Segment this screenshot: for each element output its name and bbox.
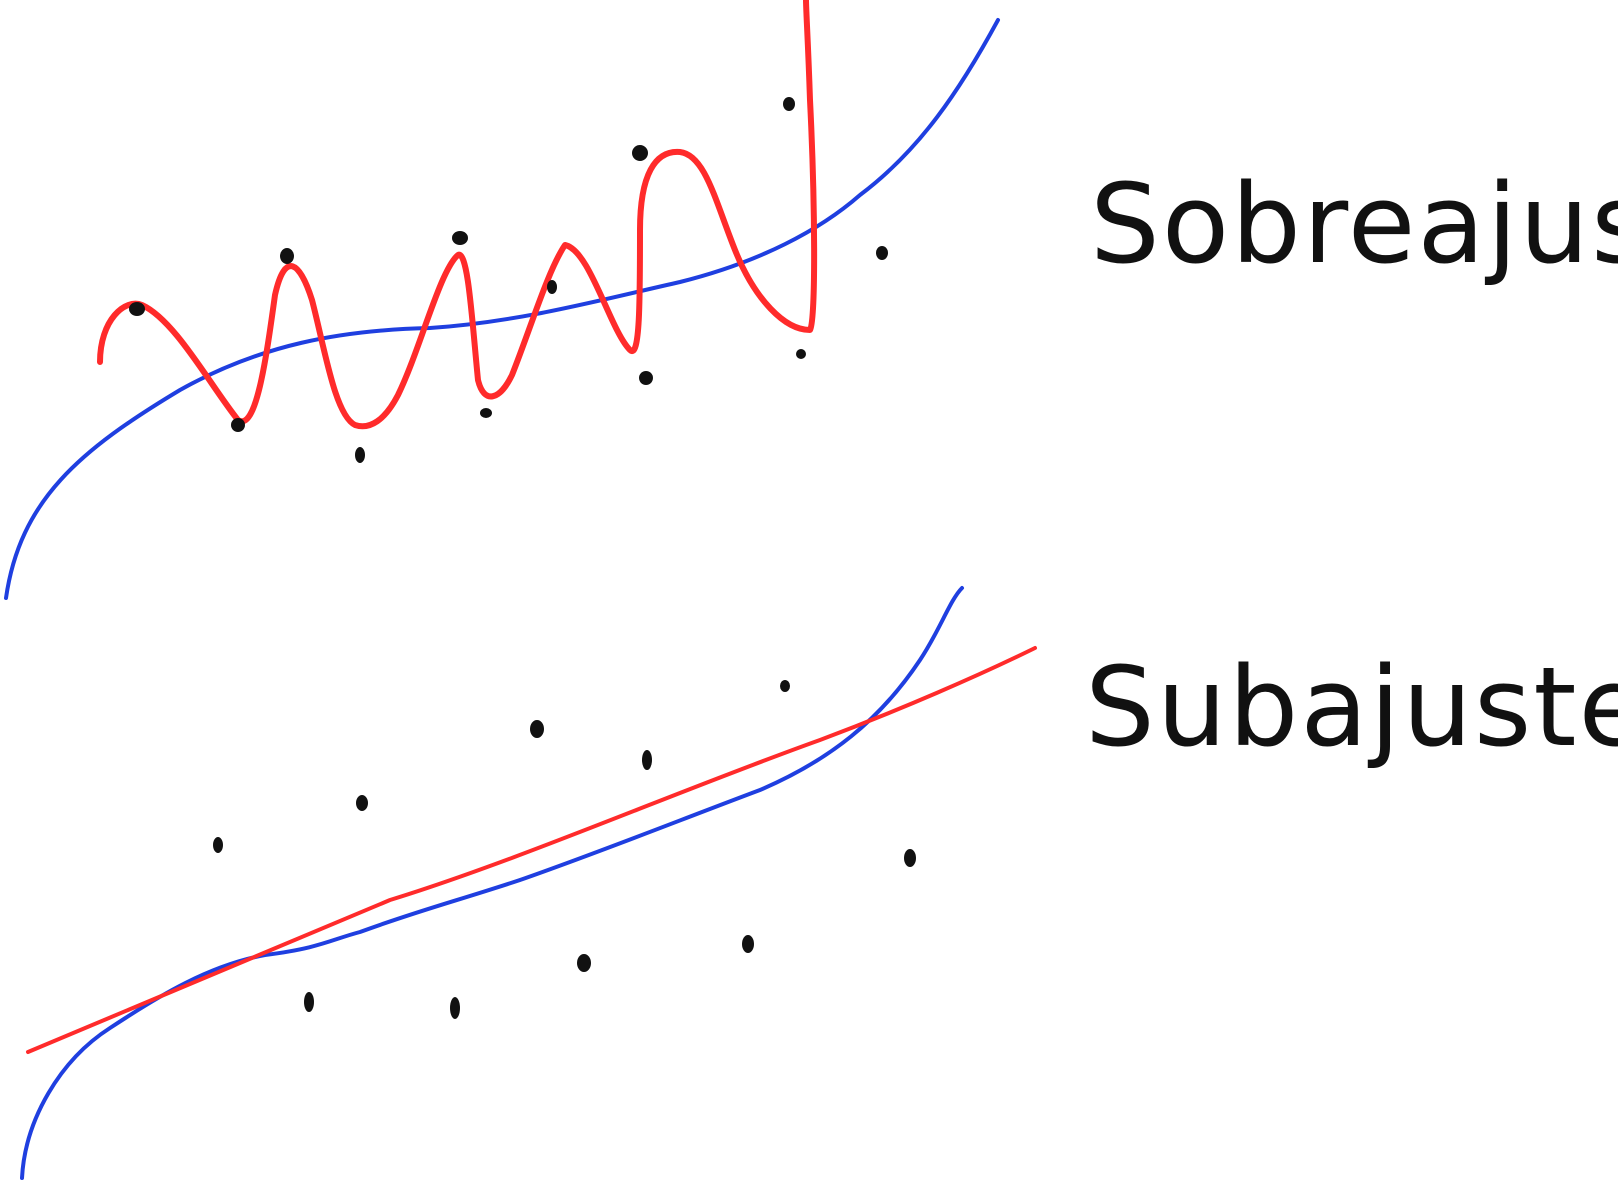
data-point — [742, 935, 754, 953]
data-point — [480, 408, 492, 418]
data-point — [796, 349, 806, 359]
data-point — [450, 997, 460, 1019]
data-point — [280, 248, 294, 264]
data-point — [304, 992, 314, 1012]
overfitting-model-curve — [97, 0, 818, 430]
overfitting-panel: Sobreajuste — [4, 0, 1618, 600]
data-point — [876, 246, 888, 260]
data-point — [452, 231, 468, 245]
data-point — [129, 302, 145, 316]
data-point — [530, 720, 544, 738]
underfitting-linear-model — [26, 646, 1037, 1054]
overfitting-data-points — [129, 97, 888, 463]
data-point — [780, 680, 790, 692]
underfitting-data-points — [213, 680, 916, 1019]
underfitting-true-trend-curve — [20, 586, 964, 1180]
data-point — [355, 447, 365, 463]
data-point — [577, 954, 591, 972]
overfitting-true-trend-curve — [4, 18, 1000, 600]
underfitting-panel: Subajuste — [20, 586, 1618, 1180]
underfitting-label: Subajuste — [1085, 643, 1618, 771]
data-point — [642, 750, 652, 770]
data-point — [213, 837, 223, 853]
data-point — [783, 97, 795, 111]
overfitting-label: Sobreajuste — [1090, 160, 1618, 288]
data-point — [356, 795, 368, 811]
data-point — [632, 145, 648, 161]
data-point — [231, 418, 245, 432]
data-point — [904, 849, 916, 867]
data-point — [547, 280, 557, 294]
data-point — [639, 371, 653, 385]
